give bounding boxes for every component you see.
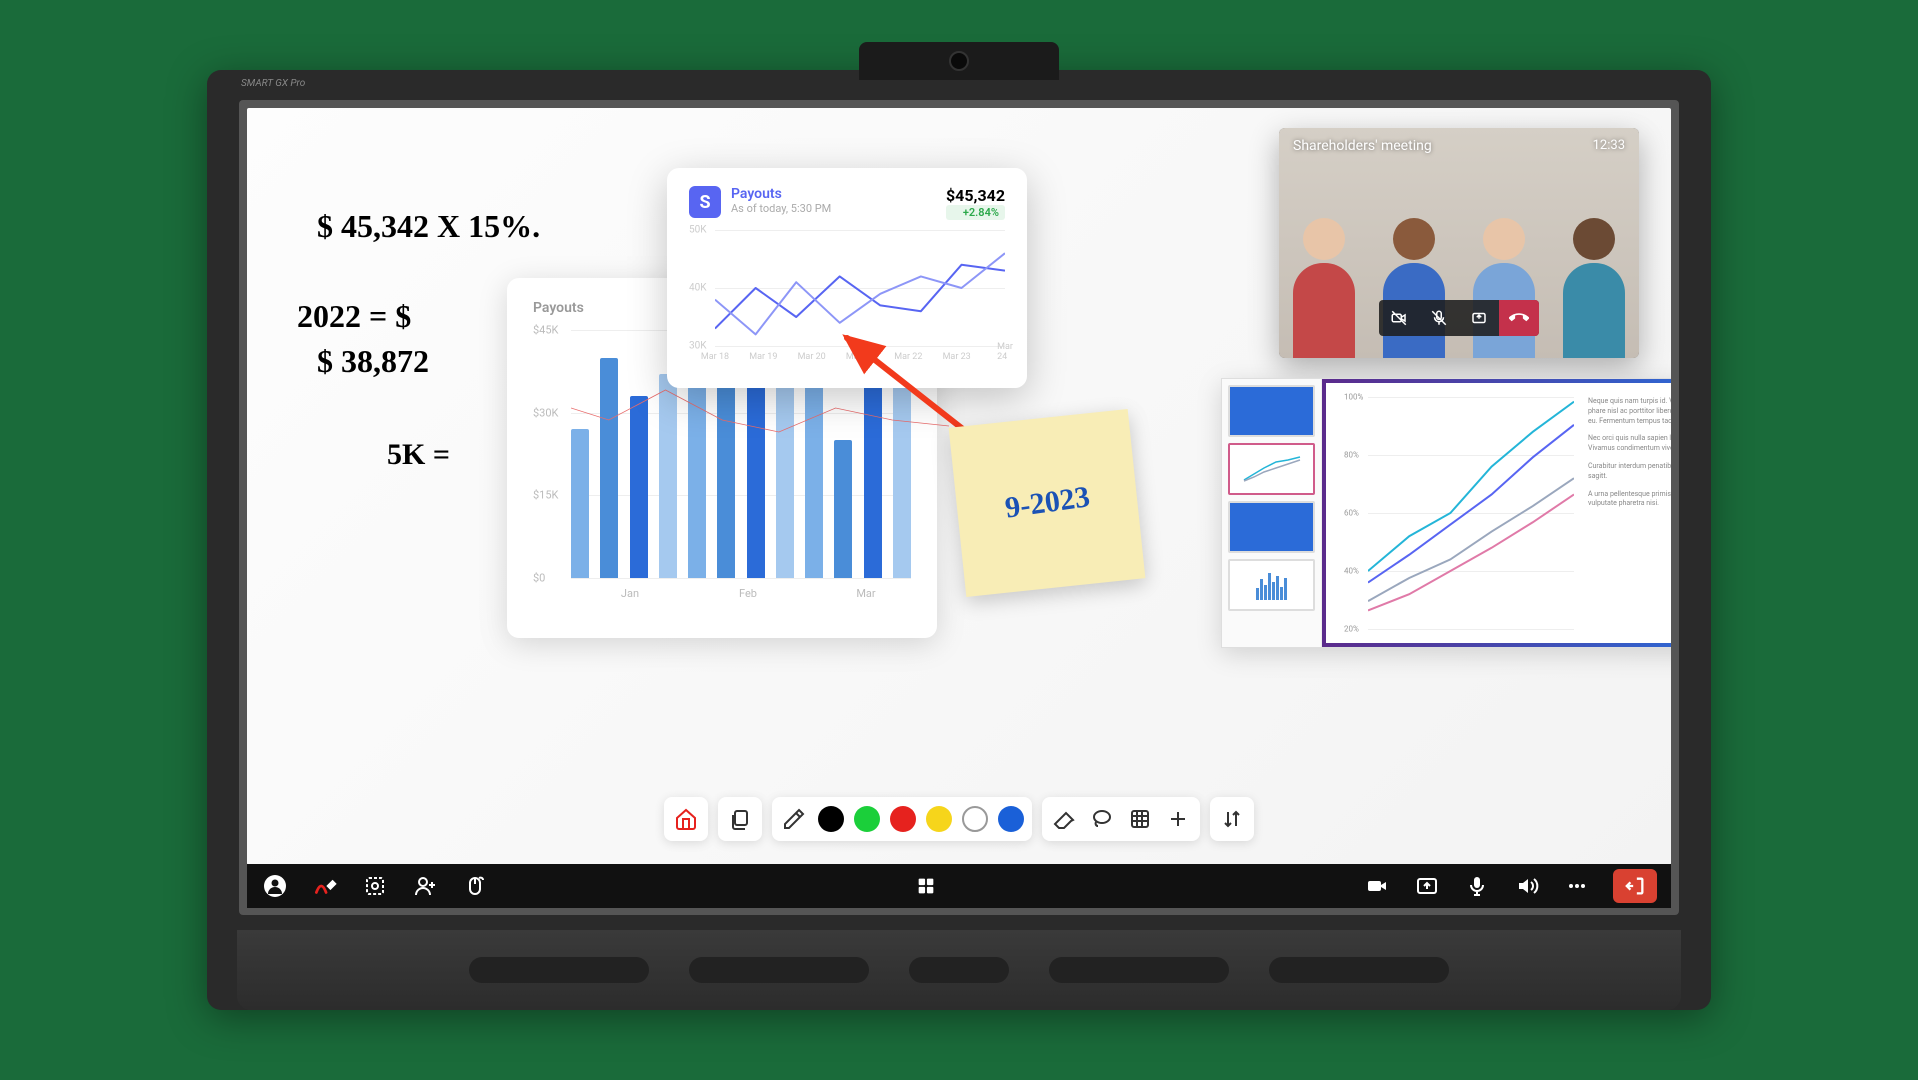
pen-color-swatch[interactable] <box>890 806 916 832</box>
slide-thumb-4[interactable] <box>1228 559 1315 611</box>
home-button[interactable] <box>672 805 700 833</box>
sticky-text: 9-2023 <box>1003 480 1092 525</box>
ink-line-1: $ 45,342 X 15%. <box>317 208 540 245</box>
app-logo: S <box>689 186 721 218</box>
cast-icon[interactable] <box>1413 872 1441 900</box>
call-title: Shareholders' meeting <box>1293 138 1432 154</box>
presentation-window[interactable]: 100%80%60%40%20% Neque quis nam turpis i… <box>1221 378 1671 648</box>
line-chart-plot: 50K40K30KMar 18Mar 19Mar 20Mar 21Mar 22M… <box>689 230 1005 360</box>
mic-icon[interactable] <box>1463 872 1491 900</box>
add-tool[interactable] <box>1164 805 1192 833</box>
camera-off-icon[interactable] <box>1379 300 1419 336</box>
whiteboard-canvas[interactable]: $ 45,342 X 15%. 2022 = $ $ 38,872 5K = P… <box>247 108 1671 865</box>
line-chart-title: Payouts <box>731 186 831 202</box>
eraser-tool[interactable] <box>1050 805 1078 833</box>
camera-icon[interactable] <box>1363 872 1391 900</box>
mic-off-icon[interactable] <box>1419 300 1459 336</box>
presentation-text: Neque quis nam turpis id. Vitae phare ni… <box>1588 397 1671 629</box>
slide-thumb-2[interactable] <box>1228 443 1315 495</box>
call-time: 12:33 <box>1593 138 1625 153</box>
pages-button[interactable] <box>726 805 754 833</box>
screenshot-icon[interactable] <box>361 872 389 900</box>
pen-tray-slot <box>469 957 649 983</box>
call-controls <box>1379 300 1539 336</box>
ink-line-4: 5K = <box>387 438 450 472</box>
pen-tray-slot <box>1049 957 1229 983</box>
video-call-window[interactable]: Shareholders' meeting 12:33 <box>1279 128 1639 358</box>
grid-tool[interactable] <box>1126 805 1154 833</box>
whiteboard-toolbar <box>664 797 1254 841</box>
more-icon[interactable] <box>1563 872 1591 900</box>
pen-tray-slot <box>1269 957 1449 983</box>
ink-line-3: $ 38,872 <box>317 343 429 380</box>
system-taskbar <box>247 864 1671 908</box>
pen-color-swatch[interactable] <box>998 806 1024 832</box>
exit-button[interactable] <box>1613 869 1657 903</box>
line-chart-delta: +2.84% <box>946 205 1005 220</box>
slide-thumb-1[interactable] <box>1228 385 1315 437</box>
profile-icon[interactable] <box>261 872 289 900</box>
sticky-note[interactable]: 9-2023 <box>949 409 1146 597</box>
add-user-icon[interactable] <box>411 872 439 900</box>
presentation-chart: 100%80%60%40%20% <box>1344 397 1574 629</box>
apps-icon[interactable] <box>912 872 940 900</box>
ink-line-2: 2022 = $ <box>297 298 411 335</box>
mouse-icon[interactable] <box>461 872 489 900</box>
slide-thumbnails <box>1222 379 1322 647</box>
pen-color-swatch[interactable] <box>854 806 880 832</box>
pen-shortcut-icon[interactable] <box>311 872 339 900</box>
volume-icon[interactable] <box>1513 872 1541 900</box>
brand-label: SMART GX Pro <box>241 78 305 89</box>
hangup-icon[interactable] <box>1499 300 1539 336</box>
pen-color-swatch[interactable] <box>818 806 844 832</box>
line-chart-value: $45,342 <box>946 186 1005 205</box>
pen-color-swatch[interactable] <box>962 806 988 832</box>
lasso-tool[interactable] <box>1088 805 1116 833</box>
slide-thumb-3[interactable] <box>1228 501 1315 553</box>
pen-tray-slot <box>909 957 1009 983</box>
pen-tool[interactable] <box>780 805 808 833</box>
sort-tool[interactable] <box>1218 805 1246 833</box>
line-chart-subtitle: As of today, 5:30 PM <box>731 202 831 215</box>
share-icon[interactable] <box>1459 300 1499 336</box>
webcam <box>859 42 1059 80</box>
payouts-line-card[interactable]: S Payouts As of today, 5:30 PM $45,342 +… <box>667 168 1027 388</box>
pen-tray-slot <box>689 957 869 983</box>
pen-color-swatch[interactable] <box>926 806 952 832</box>
